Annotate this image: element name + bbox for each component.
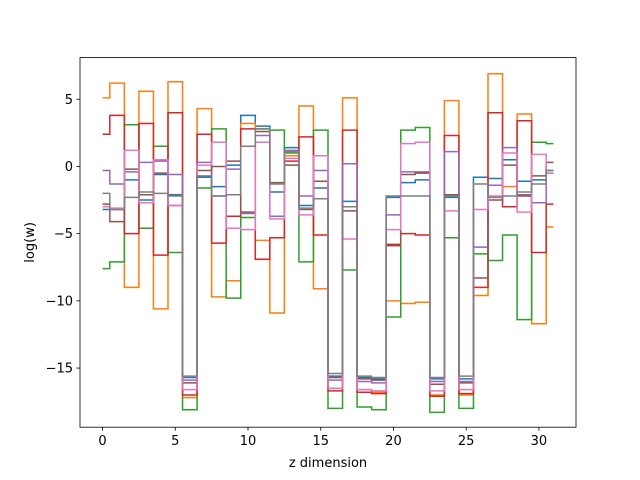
x-tick-label: 30 [531,434,548,449]
x-tick-label: 20 [385,434,402,449]
x-axis-label: z dimension [289,456,367,471]
y-tick-label: 0 [65,160,73,175]
y-tick-label: 5 [65,93,73,108]
y-tick-label: −10 [46,294,73,309]
x-tick-label: 25 [458,434,475,449]
y-tick-label: −5 [54,227,73,242]
x-tick-label: 5 [171,434,179,449]
axes-frame [79,57,577,428]
y-axis-label: log(w) [23,222,38,263]
x-tick-label: 15 [312,434,329,449]
plot-lines [102,72,554,414]
series-line-8 [102,128,554,379]
x-tick-label: 0 [98,434,106,449]
y-axis-ticks: 5 0 −5 −10 −15 [46,93,80,377]
y-tick-label: −15 [46,362,73,377]
x-tick-label: 10 [240,434,257,449]
x-axis-ticks: 0 5 10 15 20 25 30 [98,427,547,449]
